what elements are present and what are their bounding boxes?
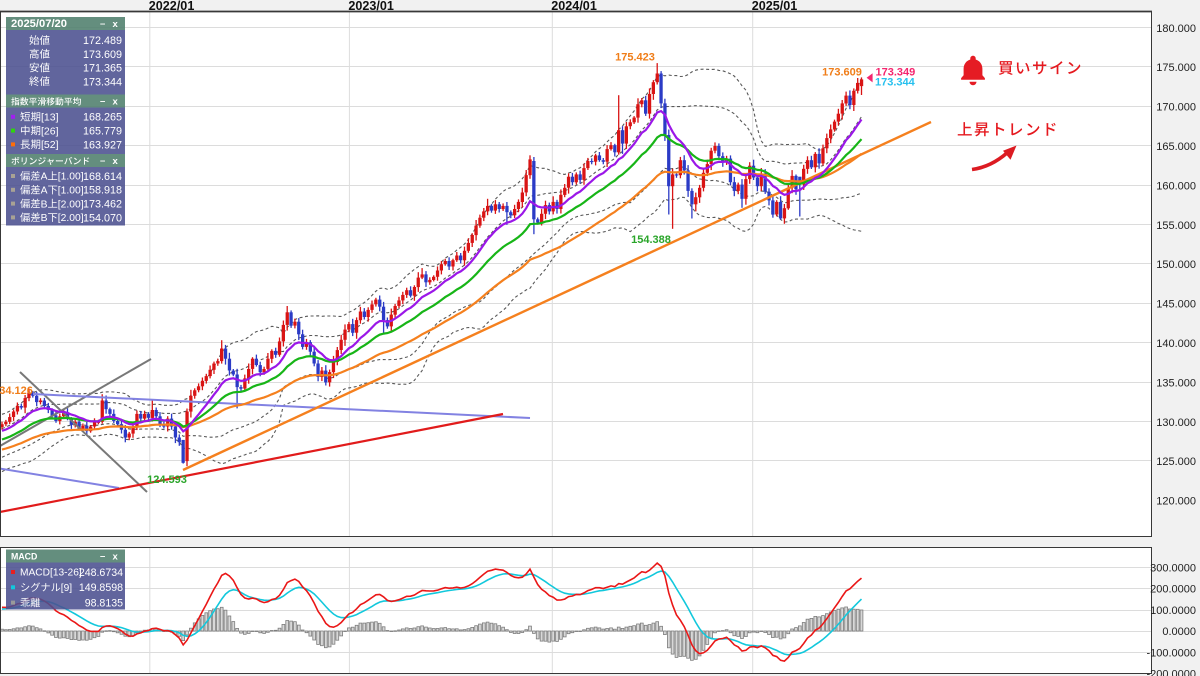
svg-text:130.000: 130.000 — [1156, 417, 1196, 429]
svg-text:149.8598: 149.8598 — [79, 582, 123, 594]
svg-text:173.349: 173.349 — [876, 66, 916, 78]
svg-text:173.609: 173.609 — [822, 67, 862, 79]
svg-text:–: – — [100, 96, 105, 107]
svg-text:x: x — [113, 96, 119, 107]
svg-text:145.000: 145.000 — [1156, 299, 1196, 311]
svg-text:165.000: 165.000 — [1156, 141, 1196, 153]
svg-text:2025/07/20: 2025/07/20 — [11, 18, 67, 30]
svg-text:[1.00]: [1.00] — [58, 172, 84, 183]
svg-text:x: x — [113, 156, 119, 167]
svg-text:98.8135: 98.8135 — [85, 598, 123, 610]
svg-text:155.000: 155.000 — [1156, 220, 1196, 232]
svg-text:140.000: 140.000 — [1156, 338, 1196, 350]
svg-text:154.070: 154.070 — [83, 212, 122, 224]
svg-text:[26]: [26] — [41, 125, 59, 137]
svg-text:150.000: 150.000 — [1156, 259, 1196, 271]
svg-text:x: x — [113, 19, 119, 30]
svg-text:180.000: 180.000 — [1156, 23, 1196, 35]
svg-text:300.0000: 300.0000 — [1150, 562, 1196, 574]
svg-text:163.927: 163.927 — [83, 139, 122, 151]
svg-text:173.609: 173.609 — [83, 49, 122, 61]
svg-text:[13]: [13] — [41, 112, 59, 124]
svg-text:158.918: 158.918 — [83, 185, 122, 197]
svg-text:[9]: [9] — [61, 583, 72, 594]
svg-text:134.126: 134.126 — [0, 385, 33, 397]
svg-text:x: x — [113, 551, 119, 562]
svg-text:200.0000: 200.0000 — [1150, 584, 1196, 596]
svg-text:171.365: 171.365 — [83, 63, 122, 75]
svg-text:–: – — [100, 18, 105, 29]
svg-text:248.6734: 248.6734 — [79, 567, 123, 579]
svg-text:A: A — [41, 172, 48, 183]
svg-text:B: B — [41, 213, 48, 224]
svg-text:135.000: 135.000 — [1156, 377, 1196, 389]
svg-text:-100.0000: -100.0000 — [1146, 648, 1196, 660]
svg-text:–: – — [100, 551, 105, 562]
svg-text:-200.0000: -200.0000 — [1146, 669, 1196, 676]
svg-text:2022/01: 2022/01 — [149, 0, 195, 13]
svg-text:[2.00]: [2.00] — [58, 199, 84, 210]
svg-text:2024/01: 2024/01 — [551, 0, 597, 13]
svg-text:173.462: 173.462 — [83, 199, 122, 211]
svg-text:120.000: 120.000 — [1156, 496, 1196, 508]
svg-text:B: B — [41, 199, 48, 210]
svg-text:[1.00]: [1.00] — [58, 186, 84, 197]
svg-text:175.423: 175.423 — [615, 52, 655, 64]
svg-text:125.000: 125.000 — [1156, 456, 1196, 468]
svg-text:170.000: 170.000 — [1156, 102, 1196, 114]
svg-text:168.614: 168.614 — [83, 171, 122, 183]
svg-text:0.0000: 0.0000 — [1162, 626, 1196, 638]
svg-text:154.388: 154.388 — [631, 234, 671, 246]
svg-text:MACD: MACD — [11, 552, 37, 562]
svg-text:A: A — [41, 186, 48, 197]
svg-text:165.779: 165.779 — [83, 126, 122, 138]
svg-text:175.000: 175.000 — [1156, 62, 1196, 74]
svg-text:MACD[13-26]: MACD[13-26] — [20, 568, 82, 579]
svg-text:172.489: 172.489 — [83, 35, 122, 47]
svg-text:160.000: 160.000 — [1156, 180, 1196, 192]
svg-text:168.265: 168.265 — [83, 112, 122, 124]
svg-text:100.0000: 100.0000 — [1150, 605, 1196, 617]
svg-text:2025/01: 2025/01 — [752, 0, 798, 13]
svg-text:[52]: [52] — [41, 139, 59, 151]
svg-text:–: – — [100, 155, 105, 166]
svg-text:[2.00]: [2.00] — [58, 213, 84, 224]
svg-text:124.593: 124.593 — [147, 474, 187, 486]
svg-text:173.344: 173.344 — [875, 77, 916, 89]
svg-text:2023/01: 2023/01 — [348, 0, 394, 13]
svg-text:173.344: 173.344 — [83, 76, 122, 88]
